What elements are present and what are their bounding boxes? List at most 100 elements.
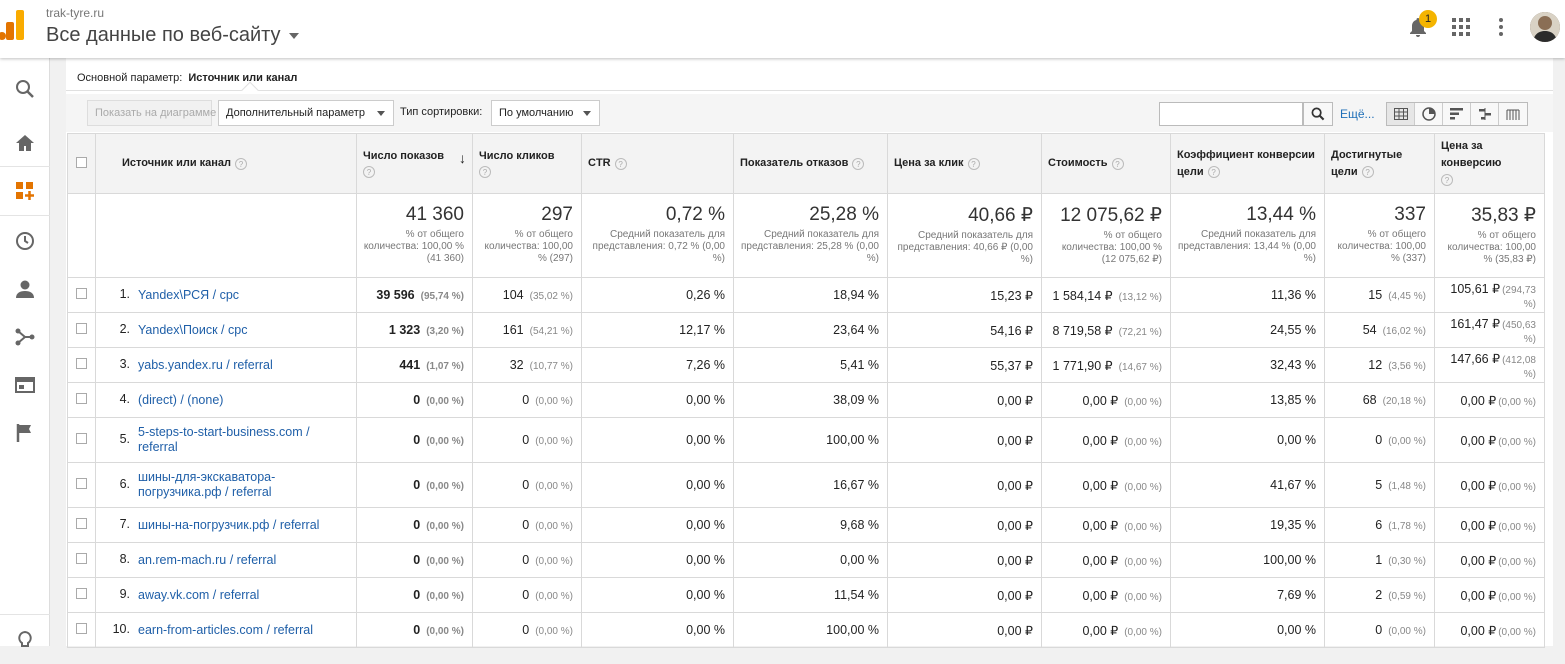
col-header-clicks[interactable]: Число кликов? xyxy=(472,133,582,194)
comparison-view-button[interactable] xyxy=(1471,103,1499,125)
primary-dimension-value[interactable]: Источник или канал xyxy=(188,72,298,84)
help-icon[interactable]: ? xyxy=(363,165,375,178)
col-header-goals[interactable]: Достигнутые цели? xyxy=(1324,133,1435,194)
table-row[interactable]: 9. away.vk.com / referral 0 (0,00 %) 0 (0,00 … xyxy=(67,577,1545,613)
table-search-input[interactable] xyxy=(1159,102,1303,126)
table-row[interactable]: 3. yabs.yandex.ru / referral 441 (1,07 %) 32… xyxy=(67,347,1545,383)
cost-per-conversion-cell: 0,00 ₽ (0,00 %) xyxy=(1434,382,1545,418)
row-checkbox[interactable] xyxy=(76,323,87,334)
pie-chart-icon xyxy=(1421,107,1436,121)
help-icon[interactable]: ? xyxy=(1111,157,1124,170)
cell-value: 0,00 ₽ xyxy=(1460,623,1497,638)
table-search-button[interactable] xyxy=(1303,102,1333,126)
row-checkbox[interactable] xyxy=(76,478,87,489)
pie-view-button[interactable] xyxy=(1415,103,1443,125)
ctr-cell: 7,26 % xyxy=(581,347,734,383)
source-link[interactable]: шины-для-экскаватора-погрузчика.рф / ref… xyxy=(138,470,276,499)
sidebar-discover[interactable] xyxy=(0,618,50,664)
help-icon[interactable]: ? xyxy=(852,157,865,170)
row-checkbox[interactable] xyxy=(76,518,87,529)
bounce-cell: 23,64 % xyxy=(733,312,888,348)
sidebar-realtime[interactable] xyxy=(0,218,50,264)
cost-per-conversion-cell: 105,61 ₽ (294,73 %) xyxy=(1434,277,1545,313)
source-link[interactable]: Yandex\Поиск / cpc xyxy=(138,322,248,337)
help-icon[interactable]: ? xyxy=(1361,165,1374,178)
apps-grid-icon[interactable] xyxy=(1452,18,1470,36)
pivot-view-button[interactable] xyxy=(1499,103,1527,125)
cost-cell: 0,00 ₽ (0,00 %) xyxy=(1041,612,1171,648)
help-icon[interactable]: ? xyxy=(235,157,248,170)
cost-cell: 0,00 ₽ (0,00 %) xyxy=(1041,462,1171,508)
advanced-filter-link[interactable]: Ещё... xyxy=(1340,107,1375,121)
col-header-impressions[interactable]: Число показов ↓? xyxy=(356,133,473,194)
source-link[interactable]: шины-на-погрузчик.рф / referral xyxy=(138,517,320,532)
help-icon[interactable]: ? xyxy=(967,157,980,170)
impressions-cell: 39 596 (95,74 %) xyxy=(356,277,473,313)
row-checkbox[interactable] xyxy=(76,288,87,299)
table-row[interactable]: 8. an.rem-mach.ru / referral 0 (0,00 %) 0 (0,… xyxy=(67,542,1545,578)
col-header-conversion-rate[interactable]: Коэффициент конверсии цели? xyxy=(1170,133,1325,194)
table-row[interactable]: 1. Yandex\РСЯ / cpc 39 596 (95,74 %) 104 (35,… xyxy=(67,277,1545,313)
col-header-cost[interactable]: Стоимость? xyxy=(1041,133,1171,194)
help-icon[interactable]: ? xyxy=(614,157,627,170)
source-link[interactable]: earn-from-articles.com / referral xyxy=(138,622,314,637)
table-view-button[interactable] xyxy=(1387,103,1415,125)
col-header-cost-per-conversion[interactable]: Цена за конверсию? xyxy=(1434,133,1545,194)
cell-value: 68 xyxy=(1362,393,1377,407)
row-checkbox[interactable] xyxy=(76,433,87,444)
table-row[interactable]: 10. earn-from-articles.com / referral 0 (0,… xyxy=(67,612,1545,648)
row-checkbox[interactable] xyxy=(76,358,87,369)
cell-percent: (10,77 %) xyxy=(529,361,573,372)
secondary-dimension-dropdown[interactable]: Дополнительный параметр xyxy=(218,100,394,126)
sidebar-behavior[interactable] xyxy=(0,362,50,408)
cpc-cell: 0,00 ₽ xyxy=(887,462,1042,508)
ctr-cell: 12,17 % xyxy=(581,312,734,348)
cell-value: 7,69 % xyxy=(1277,588,1316,602)
sidebar-audience[interactable] xyxy=(0,266,50,312)
conversion-rate-cell: 32,43 % xyxy=(1170,347,1325,383)
col-header-label: Источник или канал xyxy=(122,157,232,170)
performance-view-button[interactable] xyxy=(1443,103,1471,125)
sidebar-acquisition[interactable] xyxy=(0,314,50,360)
sidebar-home[interactable] xyxy=(0,120,50,166)
avatar[interactable] xyxy=(1530,12,1560,42)
sidebar-conversions[interactable] xyxy=(0,410,50,456)
row-checkbox[interactable] xyxy=(76,623,87,634)
table-row[interactable]: 7. шины-на-погрузчик.рф / referral 0 (0,00 … xyxy=(67,507,1545,543)
col-header-cpc[interactable]: Цена за клик? xyxy=(887,133,1042,194)
row-checkbox[interactable] xyxy=(76,393,87,404)
more-vert-icon[interactable] xyxy=(1493,17,1509,37)
source-link[interactable]: 5-steps-to-start-business.com / referral xyxy=(138,425,310,454)
col-header-source[interactable]: Источник или канал? xyxy=(95,133,357,194)
cpc-cell: 55,37 ₽ xyxy=(887,347,1042,383)
impressions-cell: 0 (0,00 %) xyxy=(356,382,473,418)
table-row[interactable]: 5. 5-steps-to-start-business.com / referr… xyxy=(67,417,1545,463)
analytics-logo-icon[interactable] xyxy=(0,8,30,42)
total-value: 41 360 xyxy=(405,204,464,225)
source-link[interactable]: Yandex\РСЯ / cpc xyxy=(138,287,240,302)
cell-value: 1 771,90 ₽ xyxy=(1052,358,1113,373)
help-icon[interactable]: ? xyxy=(1441,174,1453,187)
row-checkbox[interactable] xyxy=(76,553,87,564)
table-row[interactable]: 4. (direct) / (none) 0 (0,00 %) 0 (0,00 %) 0,0… xyxy=(67,382,1545,418)
sidebar-search[interactable] xyxy=(0,66,50,112)
show-on-chart-button[interactable]: Показать на диаграмме xyxy=(87,100,216,126)
bounce-cell: 16,67 % xyxy=(733,462,888,508)
col-header-ctr[interactable]: CTR? xyxy=(581,133,734,194)
help-icon[interactable]: ? xyxy=(1207,165,1220,178)
source-link[interactable]: (direct) / (none) xyxy=(138,392,224,407)
source-link[interactable]: yabs.yandex.ru / referral xyxy=(138,357,273,372)
sidebar-customization[interactable] xyxy=(0,168,50,214)
table-row[interactable]: 6. шины-для-экскаватора-погрузчика.рф / r… xyxy=(67,462,1545,508)
source-link[interactable]: an.rem-mach.ru / referral xyxy=(138,552,277,567)
col-header-bounce-rate[interactable]: Показатель отказов? xyxy=(733,133,888,194)
row-checkbox[interactable] xyxy=(76,588,87,599)
view-selector[interactable]: Все данные по веб-сайту xyxy=(46,24,299,47)
cost-cell: 0,00 ₽ (0,00 %) xyxy=(1041,542,1171,578)
source-link[interactable]: away.vk.com / referral xyxy=(138,587,260,602)
sort-type-dropdown[interactable]: По умолчанию xyxy=(491,100,600,126)
table-row[interactable]: 2. Yandex\Поиск / cpc 1 323 (3,20 %) 161 (54,… xyxy=(67,312,1545,348)
row-select-cell xyxy=(67,417,96,463)
help-icon[interactable]: ? xyxy=(479,165,491,178)
select-all-checkbox[interactable] xyxy=(76,156,87,168)
